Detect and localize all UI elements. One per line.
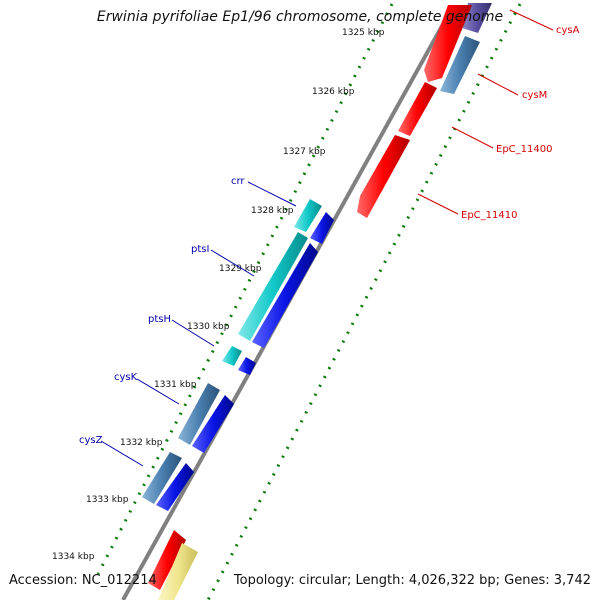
ruler-label: 1326 kbp — [312, 87, 355, 97]
gene-arrow-blue-cysK[interactable] — [192, 395, 234, 453]
ruler-label: 1333 kbp — [86, 495, 129, 505]
gene-arrow-ptsI[interactable] — [238, 232, 308, 341]
ruler-labels: 1325 kbp 1326 kbp 1327 kbp 1328 kbp 1329… — [52, 28, 385, 562]
leader-line-cysM — [477, 73, 519, 96]
leader-line-EpC_11410 — [417, 193, 459, 215]
outer-tick-ruler — [206, 3, 522, 600]
ruler-label: 1328 kbp — [251, 206, 294, 216]
leader-line-cysK — [136, 378, 180, 405]
map-title: Erwinia pyrifoliae Ep1/96 chromosome, co… — [96, 9, 504, 25]
leader-lines — [100, 9, 554, 467]
gene-arrow-blue-crr[interactable] — [310, 212, 334, 244]
gene-label-cysM[interactable]: cysM — [522, 90, 547, 101]
gene-arrow-ptsH[interactable] — [222, 346, 242, 366]
leader-line-EpC_11400 — [451, 126, 494, 149]
ruler-label: 1330 kbp — [187, 322, 230, 332]
gene-arrow-blue-ptsI[interactable] — [252, 243, 318, 348]
gene-arrow-cysZ[interactable] — [142, 452, 182, 504]
gene-label-ptsH[interactable]: ptsH — [148, 314, 171, 325]
gene-arrow-blue-cysZ[interactable] — [156, 463, 194, 511]
inner-tick-ruler — [96, 3, 394, 575]
ruler-label: 1327 kbp — [283, 147, 326, 157]
ruler-label: 1334 kbp — [52, 552, 95, 562]
gene-arrow-cysM[interactable] — [440, 36, 480, 94]
gene-arrow-khaki[interactable] — [158, 543, 198, 600]
gene-arrow-cysK[interactable] — [178, 383, 220, 445]
ruler-label: 1325 kbp — [342, 28, 385, 38]
ruler-label: 1332 kbp — [120, 438, 163, 448]
gene-label-cysK[interactable]: cysK — [114, 372, 138, 383]
topology-text: Topology: circular; Length: 4,026,322 bp… — [233, 573, 591, 588]
forward-genes — [148, 3, 492, 600]
leader-line-crr — [247, 181, 297, 207]
gene-arrow-EpC_11400[interactable] — [398, 82, 437, 136]
accession-text: Accession: NC_012214 — [9, 573, 157, 588]
gene-arrow-EpC_11410[interactable] — [357, 135, 410, 218]
gene-label-cysZ[interactable]: cysZ — [79, 435, 103, 446]
gene-label-ptsI[interactable]: ptsI — [191, 244, 209, 255]
leader-line-ptsH — [171, 319, 215, 347]
gene-arrow-red-top[interactable] — [424, 5, 472, 82]
gene-label-EpC_11410[interactable]: EpC_11410 — [461, 210, 517, 221]
gene-arrow-blue-ptsH[interactable] — [238, 357, 256, 375]
leader-line-cysZ — [100, 440, 144, 467]
gene-arrow-red-bottom[interactable] — [148, 530, 186, 590]
gene-label-cysA[interactable]: cysA — [556, 25, 580, 36]
gene-arrow-crr[interactable] — [294, 199, 322, 232]
reverse-genes — [142, 199, 334, 511]
gene-labels: cysA cysM EpC_11400 EpC_11410 crr ptsI p… — [79, 25, 580, 446]
leader-line-cysA — [509, 9, 554, 31]
leader-line-ptsI — [210, 249, 255, 277]
ruler-label: 1329 kbp — [219, 264, 262, 274]
ruler-label: 1331 kbp — [154, 380, 197, 390]
gene-label-EpC_11400[interactable]: EpC_11400 — [496, 144, 552, 155]
gene-label-crr[interactable]: crr — [231, 176, 245, 187]
